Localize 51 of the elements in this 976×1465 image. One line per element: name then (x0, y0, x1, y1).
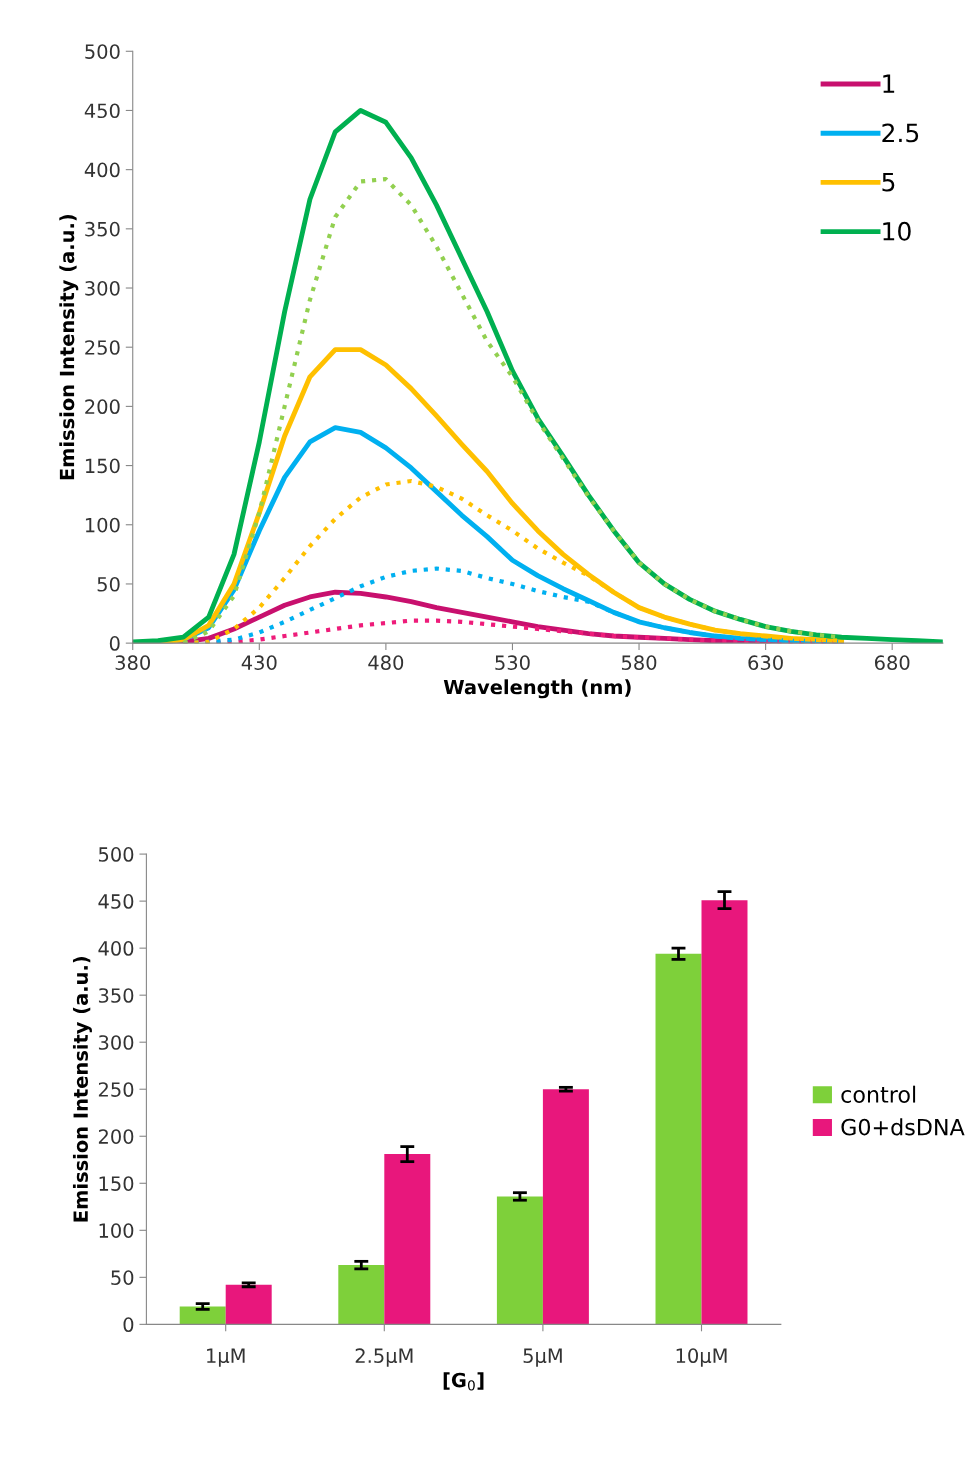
y-tick-label: 300 (98, 1035, 134, 1050)
x-tick-label: 430 (241, 655, 277, 670)
y-axis-title: Emission Intensity (a.u.) (72, 956, 92, 1222)
y-tick-label: 50 (111, 1270, 134, 1285)
y-tick-label: 300 (85, 280, 120, 296)
y-tick-label: 0 (123, 1317, 134, 1333)
y-tick-label: 100 (85, 517, 120, 533)
x-tick-label: 630 (748, 655, 783, 670)
y-tick-label: 350 (98, 988, 134, 1003)
y-tick-label: 250 (98, 1082, 134, 1097)
bar (496, 1196, 543, 1325)
x-axis-title: [G$_{0}$] (443, 1372, 484, 1391)
y-tick-label: 150 (85, 458, 120, 474)
legend-label: 10 (883, 221, 911, 241)
legend-label: 1 (883, 74, 895, 93)
bar (225, 1284, 272, 1325)
bar (384, 1154, 431, 1325)
y-tick-label: 350 (85, 221, 120, 237)
legend-label: G0+dsDNA (841, 1118, 965, 1136)
x-tick-label: 2.5µM (355, 1348, 413, 1367)
y-tick-label: 400 (98, 941, 134, 956)
y-tick-label: 150 (99, 1176, 134, 1191)
x-tick-label: 530 (495, 655, 530, 670)
legend-label: 5 (882, 172, 895, 192)
y-tick-label: 400 (84, 162, 120, 178)
bar (655, 953, 702, 1325)
x-tick-label: 480 (368, 655, 404, 670)
y-tick-label: 450 (98, 894, 134, 909)
bar (179, 1306, 226, 1325)
y-tick-label: 250 (85, 340, 120, 355)
legend-label: control (841, 1085, 916, 1103)
y-tick-label: 50 (97, 576, 120, 592)
y-tick-label: 100 (99, 1223, 134, 1238)
y-tick-label: 500 (85, 44, 120, 59)
legend-label: 2.5 (882, 123, 919, 143)
bar (338, 1265, 385, 1325)
y-tick-label: 450 (84, 103, 120, 119)
y-tick-label: 0 (109, 636, 120, 651)
x-tick-label: 10µM (676, 1348, 727, 1367)
x-tick-label: 5µM (523, 1348, 562, 1367)
y-tick-label: 200 (98, 1129, 134, 1144)
y-tick-label: 500 (98, 847, 134, 862)
x-axis-title: Wavelength (nm) (443, 679, 631, 699)
x-tick-label: 1µM (207, 1348, 245, 1367)
x-tick-label: 680 (874, 655, 910, 670)
bar (542, 1089, 589, 1325)
x-tick-label: 380 (115, 655, 150, 670)
y-axis-title: Emission Intensity (a.u.) (59, 214, 79, 480)
y-tick-label: 200 (85, 399, 120, 415)
x-tick-label: 580 (621, 655, 657, 670)
bar (701, 900, 748, 1325)
